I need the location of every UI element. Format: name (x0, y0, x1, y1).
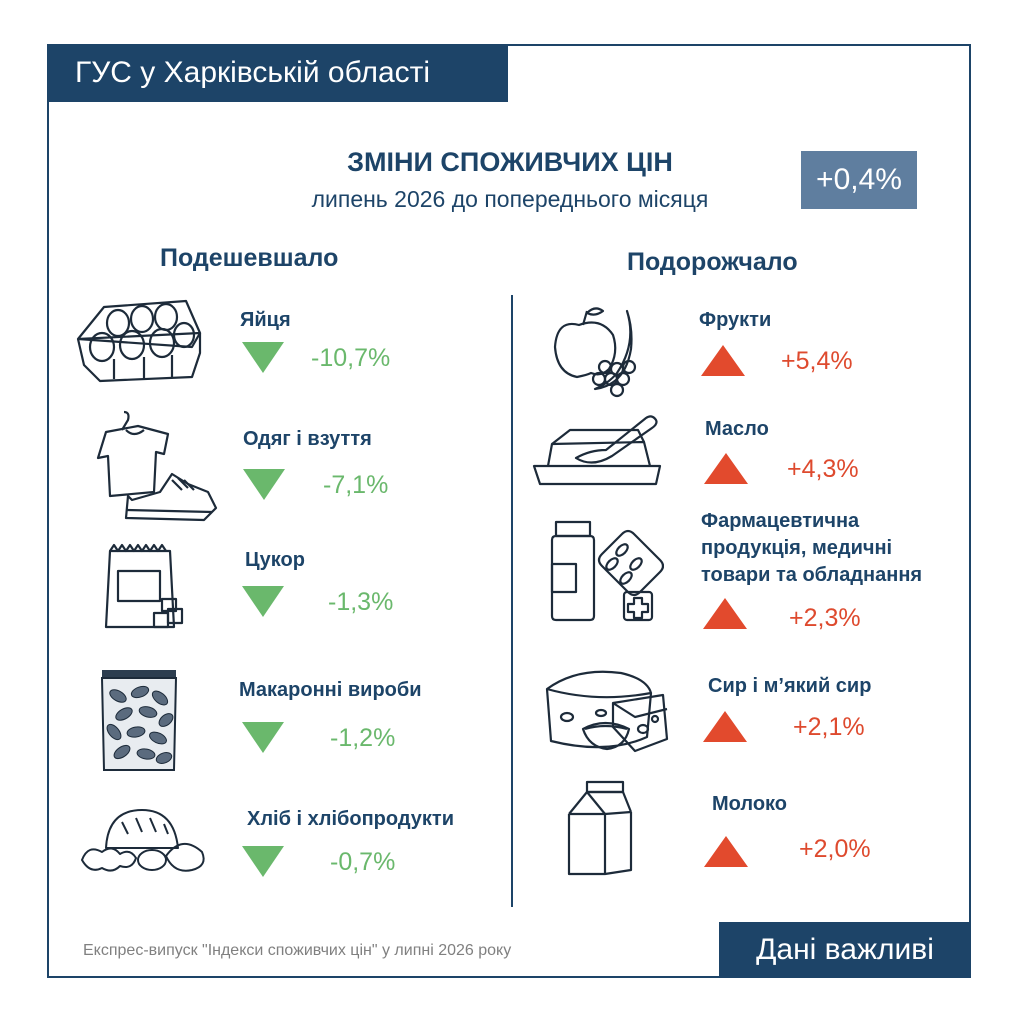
fruit-icon (553, 307, 637, 398)
pricier-heading: Подорожчало (627, 248, 798, 276)
total-change-badge: +0,4% (801, 151, 917, 209)
page-subtitle: липень 2026 до попереднього місяця (311, 186, 709, 212)
organization-title: ГУС у Харківській області (47, 44, 508, 102)
item-name-pharmacy-line-2: продукція, медичні (701, 537, 893, 559)
item-name-milk: Молоко (712, 793, 787, 815)
item-name-pasta: Макаронні вироби (239, 679, 422, 701)
bread-icon (81, 809, 205, 872)
down-arrow-icon (242, 586, 284, 617)
source-note: Експрес-випуск "Індекси споживчих цін" у… (83, 942, 512, 959)
item-name-bread: Хліб і хлібопродукти (247, 808, 454, 830)
up-arrow-icon (704, 836, 748, 867)
item-value-clothes: -7,1% (323, 471, 389, 499)
item-name-eggs: Яйця (240, 309, 291, 331)
item-value-milk: +2,0% (799, 835, 871, 863)
slogan-badge: Дані важливі (719, 922, 971, 978)
down-arrow-icon (243, 469, 285, 500)
item-name-cheese: Сир і м’який сир (708, 675, 872, 697)
infographic-frame (47, 44, 971, 978)
item-name-butter: Масло (705, 418, 769, 440)
clothes-icon (96, 410, 218, 522)
item-name-sugar: Цукор (245, 549, 305, 571)
milk-icon (567, 780, 633, 876)
up-arrow-icon (701, 345, 745, 376)
item-value-pharmacy: +2,3% (789, 604, 861, 632)
pasta-icon (100, 670, 178, 771)
item-value-bread: -0,7% (330, 848, 396, 876)
down-arrow-icon (242, 342, 284, 373)
cheaper-heading: Подешевшало (160, 244, 339, 272)
item-value-eggs: -10,7% (311, 344, 391, 372)
up-arrow-icon (704, 453, 748, 484)
item-value-fruit: +5,4% (781, 347, 853, 375)
page-title: ЗМІНИ СПОЖИВЧИХ ЦІН (347, 147, 673, 177)
sugar-icon (104, 543, 184, 629)
item-name-pharmacy: Фармацевтична продукція, медичні товари … (701, 508, 922, 589)
item-value-butter: +4,3% (787, 455, 859, 483)
item-name-fruit: Фрукти (699, 309, 772, 331)
item-value-cheese: +2,1% (793, 713, 865, 741)
column-divider (511, 295, 513, 907)
pharmacy-icon (550, 520, 664, 622)
item-value-pasta: -1,2% (330, 724, 396, 752)
up-arrow-icon (703, 598, 747, 629)
cheese-icon (545, 670, 669, 753)
down-arrow-icon (242, 846, 284, 877)
down-arrow-icon (242, 722, 284, 753)
item-name-clothes: Одяг і взуття (243, 428, 372, 450)
eggs-icon (76, 299, 202, 383)
item-name-pharmacy-line-1: Фармацевтична (701, 510, 860, 532)
item-value-sugar: -1,3% (328, 588, 394, 616)
item-name-pharmacy-line-3: товари та обладнання (701, 564, 923, 586)
up-arrow-icon (703, 711, 747, 742)
butter-icon (532, 415, 662, 486)
